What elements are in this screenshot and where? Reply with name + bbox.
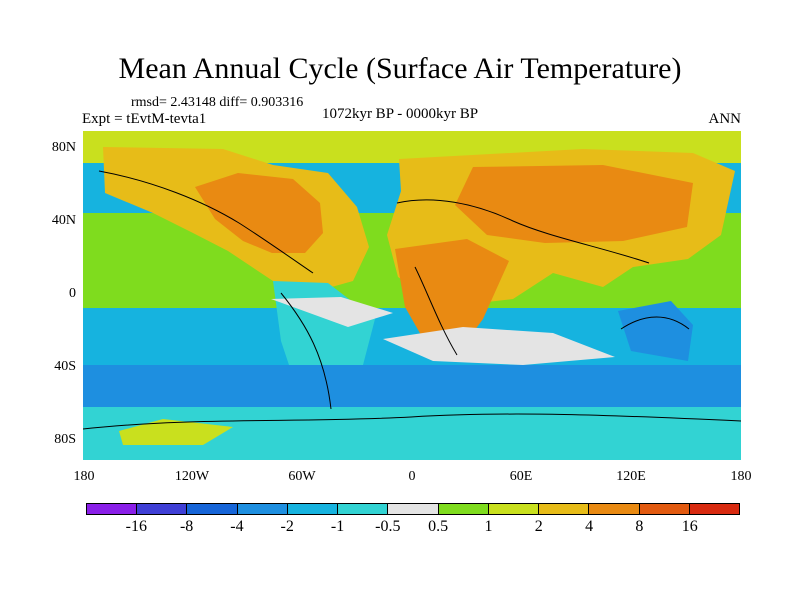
temperature-map — [83, 131, 741, 460]
colorbar-label: -0.5 — [375, 518, 401, 535]
coastline-eurasia — [396, 199, 650, 264]
colorbar-label: -16 — [125, 518, 147, 535]
africa-warm-core — [395, 239, 509, 357]
colorbar-label: 1 — [484, 518, 493, 535]
lon-label-0: 0 — [408, 469, 416, 484]
colorbar-box — [388, 504, 439, 514]
colorbar — [86, 503, 740, 515]
colorbar-box — [187, 504, 238, 514]
chart-title: Mean Annual Cycle (Surface Air Temperatu… — [118, 52, 682, 85]
colorbar-label: -4 — [230, 518, 244, 535]
colorbar-box — [338, 504, 389, 514]
coastline-north-america — [98, 170, 314, 274]
colorbar-box — [137, 504, 188, 514]
colorbar-box — [689, 504, 740, 514]
coastline-australia — [620, 316, 690, 330]
colorbar-label: 0.5 — [428, 518, 449, 535]
lon-label-60w: 60W — [288, 469, 316, 484]
lat-label-80s: 80S — [54, 432, 76, 447]
colorbar-label: 4 — [585, 518, 594, 535]
colorbar-label: 16 — [681, 518, 698, 535]
stats-label: rmsd= 2.43148 diff= 0.903316 — [131, 95, 304, 110]
pacific-near-zero-zone — [271, 297, 393, 327]
colorbar-box — [639, 504, 690, 514]
map-svg — [83, 131, 741, 460]
coastline-south-america — [280, 292, 332, 410]
colorbar-box — [438, 504, 489, 514]
colorbar-box — [589, 504, 640, 514]
lon-label-120e: 120E — [616, 469, 646, 484]
season-label: ANN — [708, 111, 742, 127]
eurasia-warm-core — [455, 165, 693, 243]
lon-label-120w: 120W — [174, 469, 210, 484]
colorbar-label: 2 — [534, 518, 543, 535]
experiment-label: Expt = tEvtM-tevta1 — [82, 111, 207, 127]
colorbar-label: 8 — [635, 518, 644, 535]
period-label: 1072kyr BP - 0000kyr BP — [321, 106, 479, 122]
lat-label-0: 0 — [69, 286, 76, 301]
colorbar-label: -1 — [330, 518, 345, 535]
coastline-antarctica — [83, 413, 741, 430]
lat-label-80n: 80N — [51, 140, 76, 155]
lon-label-180e: 180 — [730, 469, 752, 484]
colorbar-box — [488, 504, 540, 514]
lon-label-180w: 180 — [73, 469, 95, 484]
colorbar-label: -8 — [179, 518, 194, 535]
atlantic-near-zero-zone — [383, 327, 615, 365]
lon-label-60e: 60E — [509, 469, 533, 484]
coastline-africa — [414, 266, 458, 356]
colorbar-box — [539, 504, 590, 514]
colorbar-box — [287, 504, 339, 514]
colorbar-box — [87, 504, 138, 514]
colorbar-box — [237, 504, 288, 514]
lat-label-40s: 40S — [54, 359, 76, 374]
antarctic-warm-patch — [119, 419, 233, 445]
colorbar-label: -2 — [280, 518, 294, 535]
lat-label-40n: 40N — [51, 213, 76, 228]
australia-region — [618, 301, 693, 361]
north-america-warm-core — [195, 173, 323, 253]
